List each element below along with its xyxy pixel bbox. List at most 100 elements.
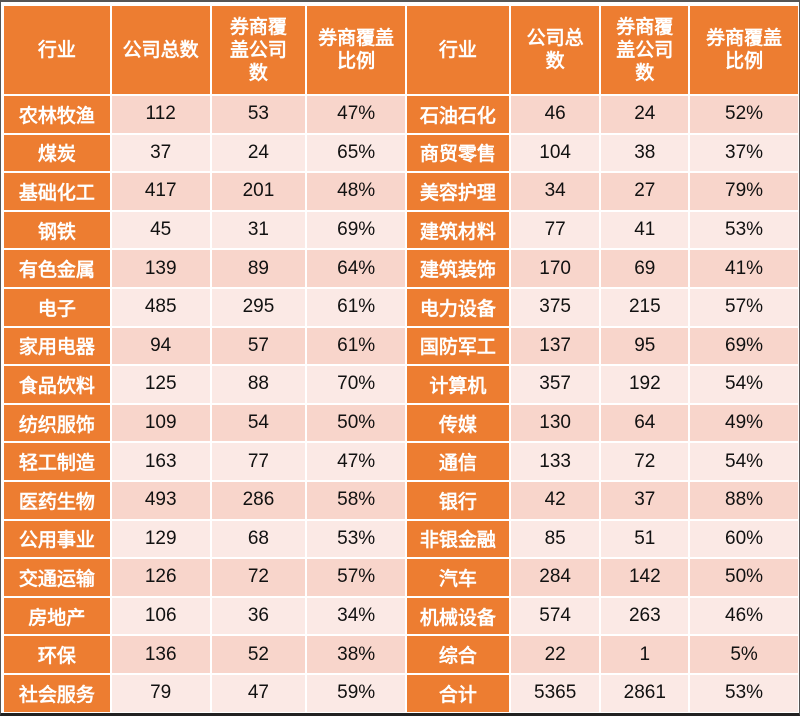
ratio-cell: 34% bbox=[307, 597, 406, 635]
total-cell: 34 bbox=[510, 173, 600, 210]
total-cell: 22 bbox=[510, 636, 600, 673]
total-cell: 136 bbox=[111, 636, 210, 673]
industry-cell: 房地产 bbox=[4, 597, 110, 635]
covered-cell: 27 bbox=[601, 173, 689, 210]
total-cell: 125 bbox=[111, 366, 210, 403]
industry-cell: 通信 bbox=[407, 443, 509, 480]
covered-cell: 47 bbox=[211, 674, 306, 712]
header-industry: 行业 bbox=[4, 6, 110, 94]
ratio-cell: 54% bbox=[690, 443, 798, 480]
ratio-cell: 41% bbox=[690, 250, 798, 287]
covered-cell: 72 bbox=[211, 559, 306, 596]
industry-cell: 汽车 bbox=[407, 559, 509, 596]
total-cell: 126 bbox=[111, 559, 210, 596]
industry-cell: 建筑材料 bbox=[407, 211, 509, 249]
industry-cell: 石油石化 bbox=[407, 96, 509, 133]
ratio-cell: 57% bbox=[307, 559, 406, 596]
total-cell: 485 bbox=[111, 288, 210, 326]
header-total: 公司总数 bbox=[111, 6, 210, 94]
industry-cell: 基础化工 bbox=[4, 173, 110, 210]
header-line: 券商覆 bbox=[616, 16, 674, 38]
header-line: 券商覆盖 bbox=[318, 28, 395, 49]
covered-cell: 24 bbox=[601, 96, 689, 133]
table-row: 社会服务 79 47 59% 合计 5365 2861 53% bbox=[4, 674, 798, 712]
table-row: 有色金属 139 89 64% 建筑装饰 170 69 41% bbox=[4, 250, 798, 287]
total-cell: 139 bbox=[111, 250, 210, 287]
covered-cell: 286 bbox=[211, 481, 306, 519]
ratio-cell: 50% bbox=[307, 404, 406, 442]
industry-cell: 银行 bbox=[407, 481, 509, 519]
header-line: 券商覆盖 bbox=[706, 28, 783, 49]
covered-cell: 51 bbox=[601, 520, 689, 558]
header-line: 公司总 bbox=[526, 28, 584, 49]
header-covered: 券商覆 盖公司数 bbox=[211, 6, 306, 94]
covered-cell: 24 bbox=[211, 134, 306, 172]
covered-cell: 201 bbox=[211, 173, 306, 210]
covered-cell: 88 bbox=[211, 366, 306, 403]
ratio-cell: 61% bbox=[307, 327, 406, 365]
industry-cell: 国防军工 bbox=[407, 327, 509, 365]
header-line: 数 bbox=[248, 62, 268, 84]
header-ratio-2: 券商覆盖 比例 bbox=[690, 6, 798, 94]
covered-cell: 77 bbox=[211, 443, 306, 480]
covered-cell: 64 bbox=[601, 404, 689, 442]
industry-cell: 纺织服饰 bbox=[4, 404, 110, 442]
table-row: 钢铁 45 31 69% 建筑材料 77 41 53% bbox=[4, 211, 798, 249]
ratio-cell: 69% bbox=[307, 211, 406, 249]
industry-cell: 交通运输 bbox=[4, 559, 110, 596]
header-line: 盖公司 bbox=[229, 39, 287, 61]
table-row: 家用电器 94 57 61% 国防军工 137 95 69% bbox=[4, 327, 798, 365]
total-cell: 133 bbox=[510, 443, 600, 480]
ratio-cell: 65% bbox=[307, 134, 406, 172]
table-row: 纺织服饰 109 54 50% 传媒 130 64 49% bbox=[4, 404, 798, 442]
ratio-cell: 59% bbox=[307, 674, 406, 712]
ratio-cell: 49% bbox=[690, 404, 798, 442]
industry-cell: 公用事业 bbox=[4, 520, 110, 558]
total-cell: 170 bbox=[510, 250, 600, 287]
covered-cell: 38 bbox=[601, 134, 689, 172]
industry-cell: 商贸零售 bbox=[407, 134, 509, 172]
covered-cell: 37 bbox=[601, 481, 689, 519]
table-row: 房地产 106 36 34% 机械设备 574 263 46% bbox=[4, 597, 798, 635]
industry-cell: 家用电器 bbox=[4, 327, 110, 365]
ratio-cell: 61% bbox=[307, 288, 406, 326]
header-covered-2: 券商覆 盖公司数 bbox=[601, 6, 689, 94]
table-row: 基础化工 417 201 48% 美容护理 34 27 79% bbox=[4, 173, 798, 210]
total-cell: 85 bbox=[510, 520, 600, 558]
header-line: 比例 bbox=[337, 51, 376, 72]
table-row: 电子 485 295 61% 电力设备 375 215 57% bbox=[4, 288, 798, 326]
covered-cell: 54 bbox=[211, 404, 306, 442]
ratio-cell: 79% bbox=[690, 173, 798, 210]
total-cell: 45 bbox=[111, 211, 210, 249]
covered-cell: 95 bbox=[601, 327, 689, 365]
total-cell: 104 bbox=[510, 134, 600, 172]
header-line: 券商覆 bbox=[229, 16, 287, 38]
total-cell: 137 bbox=[510, 327, 600, 365]
covered-cell: 68 bbox=[211, 520, 306, 558]
industry-cell: 非银金融 bbox=[407, 520, 509, 558]
covered-cell: 215 bbox=[601, 288, 689, 326]
covered-cell: 263 bbox=[601, 597, 689, 635]
covered-cell: 2861 bbox=[601, 674, 689, 712]
industry-cell: 轻工制造 bbox=[4, 443, 110, 480]
header-line: 数 bbox=[635, 62, 655, 84]
covered-cell: 1 bbox=[601, 636, 689, 673]
total-cell: 129 bbox=[111, 520, 210, 558]
covered-cell: 31 bbox=[211, 211, 306, 249]
industry-cell: 机械设备 bbox=[407, 597, 509, 635]
industry-cell: 钢铁 bbox=[4, 211, 110, 249]
industry-cell: 电力设备 bbox=[407, 288, 509, 326]
ratio-cell: 64% bbox=[307, 250, 406, 287]
covered-cell: 192 bbox=[601, 366, 689, 403]
covered-cell: 142 bbox=[601, 559, 689, 596]
total-cell: 130 bbox=[510, 404, 600, 442]
industry-cell: 传媒 bbox=[407, 404, 509, 442]
table-row: 煤炭 37 24 65% 商贸零售 104 38 37% bbox=[4, 134, 798, 172]
total-cell: 42 bbox=[510, 481, 600, 519]
total-cell: 46 bbox=[510, 96, 600, 133]
ratio-cell: 50% bbox=[690, 559, 798, 596]
industry-cell: 食品饮料 bbox=[4, 366, 110, 403]
total-cell: 417 bbox=[111, 173, 210, 210]
covered-cell: 89 bbox=[211, 250, 306, 287]
